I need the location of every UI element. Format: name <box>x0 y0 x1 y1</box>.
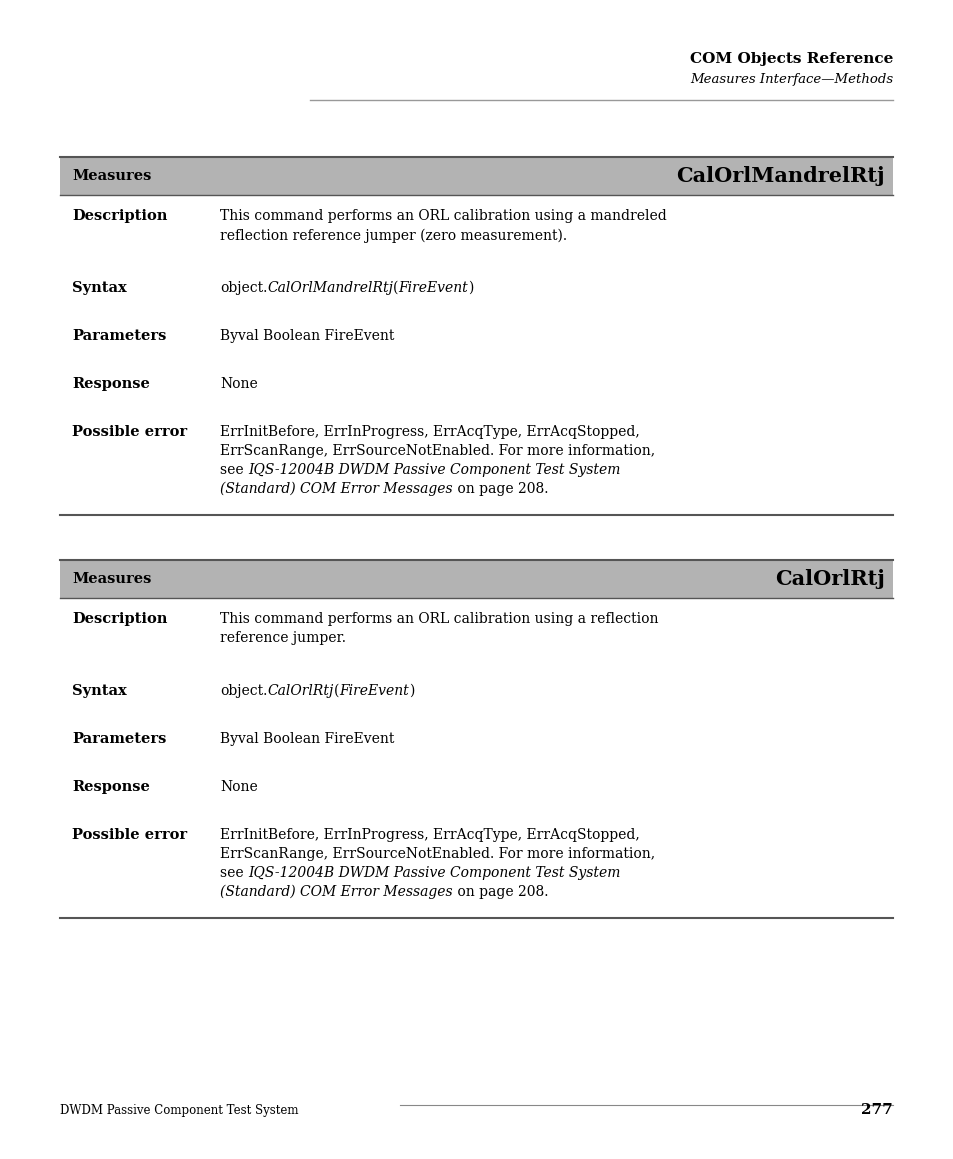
Text: Syntax: Syntax <box>71 280 127 296</box>
Text: FireEvent: FireEvent <box>338 684 408 698</box>
Text: Byval Boolean FireEvent: Byval Boolean FireEvent <box>220 329 394 343</box>
Text: IQS-12004B DWDM Passive Component Test System: IQS-12004B DWDM Passive Component Test S… <box>248 866 619 880</box>
Text: ): ) <box>408 684 414 698</box>
Text: Measures: Measures <box>71 573 152 586</box>
Text: on page 208.: on page 208. <box>452 885 548 899</box>
Text: FireEvent: FireEvent <box>398 280 468 296</box>
Text: Measures: Measures <box>71 169 152 183</box>
Text: Byval Boolean FireEvent: Byval Boolean FireEvent <box>220 732 394 746</box>
Text: IQS-12004B DWDM Passive Component Test System: IQS-12004B DWDM Passive Component Test S… <box>248 462 619 478</box>
Text: None: None <box>220 377 257 391</box>
Text: object.: object. <box>220 280 267 296</box>
Text: Measures Interface—Methods: Measures Interface—Methods <box>689 73 892 86</box>
Text: ErrInitBefore, ErrInProgress, ErrAcqType, ErrAcqStopped,: ErrInitBefore, ErrInProgress, ErrAcqType… <box>220 425 639 439</box>
Text: Response: Response <box>71 377 150 391</box>
Text: object.: object. <box>220 684 267 698</box>
Text: Possible error: Possible error <box>71 425 187 439</box>
Text: ErrScanRange, ErrSourceNotEnabled. For more information,: ErrScanRange, ErrSourceNotEnabled. For m… <box>220 847 655 861</box>
Text: None: None <box>220 780 257 794</box>
Text: COM Objects Reference: COM Objects Reference <box>689 52 892 66</box>
Text: ErrInitBefore, ErrInProgress, ErrAcqType, ErrAcqStopped,: ErrInitBefore, ErrInProgress, ErrAcqType… <box>220 828 639 841</box>
Bar <box>60 560 892 598</box>
Text: Parameters: Parameters <box>71 329 166 343</box>
Text: Response: Response <box>71 780 150 794</box>
Text: Description: Description <box>71 612 167 626</box>
Text: 277: 277 <box>861 1103 892 1117</box>
Text: This command performs an ORL calibration using a reflection
reference jumper.: This command performs an ORL calibration… <box>220 612 658 644</box>
Bar <box>60 156 892 195</box>
Text: CalOrlMandrelRtj: CalOrlMandrelRtj <box>267 280 393 296</box>
Text: see: see <box>220 866 248 880</box>
Text: (Standard) COM Error Messages: (Standard) COM Error Messages <box>220 482 452 496</box>
Text: CalOrlRtj: CalOrlRtj <box>774 569 884 589</box>
Text: (Standard) COM Error Messages: (Standard) COM Error Messages <box>220 885 452 899</box>
Text: see: see <box>220 462 248 478</box>
Text: Possible error: Possible error <box>71 828 187 841</box>
Text: This command performs an ORL calibration using a mandreled
reflection reference : This command performs an ORL calibration… <box>220 209 666 242</box>
Text: Parameters: Parameters <box>71 732 166 746</box>
Text: DWDM Passive Component Test System: DWDM Passive Component Test System <box>60 1105 298 1117</box>
Text: Syntax: Syntax <box>71 684 127 698</box>
Text: ): ) <box>468 280 474 296</box>
Text: on page 208.: on page 208. <box>452 482 548 496</box>
Text: ErrScanRange, ErrSourceNotEnabled. For more information,: ErrScanRange, ErrSourceNotEnabled. For m… <box>220 444 655 458</box>
Text: CalOrlMandrelRtj: CalOrlMandrelRtj <box>676 166 884 185</box>
Text: CalOrlRtj: CalOrlRtj <box>267 684 334 698</box>
Text: Description: Description <box>71 209 167 223</box>
Text: (: ( <box>393 280 398 296</box>
Text: (: ( <box>334 684 338 698</box>
